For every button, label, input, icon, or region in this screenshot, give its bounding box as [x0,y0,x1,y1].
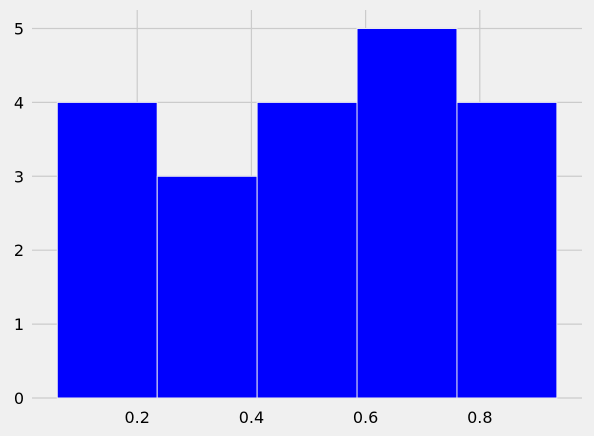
histogram-bar [156,175,258,399]
x-tick-label: 0.8 [467,408,492,427]
bars [56,27,558,399]
y-tick-label: 5 [14,19,24,38]
x-axis-ticks: 0.2 0.4 0.6 0.8 [125,408,493,427]
y-tick-label: 1 [14,315,24,334]
histogram-bar [356,27,458,399]
y-axis-ticks: 0 1 2 3 4 5 [14,19,24,408]
y-tick-label: 4 [14,93,24,112]
x-tick-label: 0.6 [353,408,378,427]
x-tick-label: 0.4 [239,408,264,427]
histogram-bar [256,101,358,399]
y-tick-label: 0 [14,389,24,408]
y-tick-label: 3 [14,167,24,186]
histogram-bar [456,101,558,399]
y-tick-label: 2 [14,241,24,260]
x-tick-label: 0.2 [125,408,150,427]
histogram-bar [56,101,158,399]
